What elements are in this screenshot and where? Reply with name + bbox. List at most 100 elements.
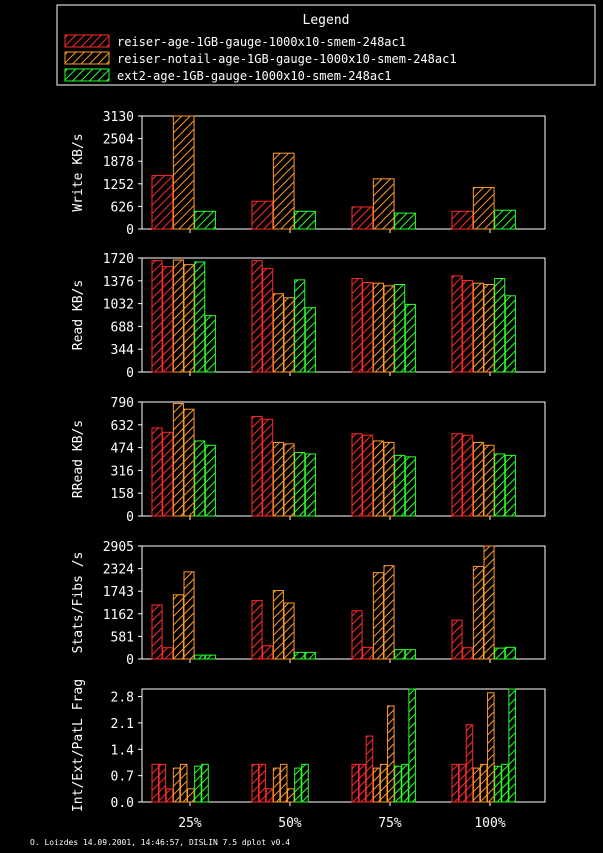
y-tick-label: 688	[111, 320, 134, 335]
y-tick-label: 0.0	[111, 796, 134, 811]
bar	[383, 285, 395, 373]
bar	[465, 724, 474, 803]
bar	[294, 452, 306, 517]
bar	[151, 260, 163, 373]
bar	[351, 433, 363, 517]
bar	[479, 763, 488, 803]
y-tick-label: 3130	[103, 110, 134, 125]
bar	[404, 649, 416, 660]
legend-entry-label: ext2-age-1GB-gauge-1000x10-smem-248ac1	[117, 69, 392, 83]
legend-title: Legend	[303, 13, 350, 28]
bar	[351, 610, 363, 660]
bar	[494, 278, 506, 373]
bar	[294, 767, 302, 803]
bar	[158, 763, 167, 803]
bar	[283, 602, 295, 660]
bar	[183, 571, 195, 660]
y-tick-label: 474	[111, 442, 135, 457]
bar	[151, 427, 163, 517]
y-tick-label: 2324	[103, 563, 134, 578]
bar	[251, 763, 260, 803]
bar	[351, 206, 374, 230]
y-tick-label: 1.4	[111, 743, 135, 758]
legend-swatch-red	[64, 34, 110, 48]
bar	[251, 600, 263, 660]
bar	[394, 649, 406, 660]
y-tick-label: 0.7	[111, 770, 134, 785]
bar	[383, 565, 395, 660]
bar	[265, 788, 274, 803]
legend-entry-label: reiser-notail-age-1GB-gauge-1000x10-smem…	[117, 52, 457, 66]
y-tick-label: 1032	[103, 298, 134, 313]
bar	[194, 440, 206, 517]
bar	[294, 279, 306, 373]
bar	[362, 646, 374, 660]
plot-frame	[141, 401, 546, 517]
bar	[172, 767, 181, 803]
bar	[504, 454, 516, 517]
bar	[462, 280, 474, 373]
bar	[183, 264, 195, 373]
bar	[404, 303, 416, 373]
plot-frame	[141, 115, 546, 230]
bar	[394, 454, 406, 517]
y-tick-label: 0	[126, 653, 134, 668]
x-tick-label: 50%	[278, 816, 302, 831]
bar	[279, 763, 288, 803]
bar	[372, 282, 384, 373]
bar	[472, 282, 484, 373]
bar	[283, 443, 295, 517]
y-axis-label: RRead KB/s	[71, 420, 86, 498]
bar	[251, 200, 274, 230]
plot-frame	[141, 688, 546, 803]
bar	[379, 763, 388, 803]
y-tick-label: 581	[111, 630, 134, 645]
bar	[487, 692, 495, 803]
bar	[272, 293, 284, 373]
bar	[504, 295, 516, 373]
bar	[504, 646, 516, 660]
bar	[304, 651, 316, 660]
y-tick-label: 1878	[103, 155, 134, 170]
bar	[362, 434, 374, 517]
bar	[404, 456, 416, 517]
bar	[304, 453, 316, 517]
bar	[451, 275, 463, 373]
legend-swatch-orange	[64, 51, 110, 65]
bar	[351, 763, 360, 803]
y-axis-label: Read KB/s	[71, 280, 86, 350]
bar	[251, 260, 263, 373]
y-tick-label: 2504	[103, 133, 134, 148]
chart-panel: 0.0 0.7 1.4 2.1 2.8 Int/Ext/PatL Frag 25% 50% 75…	[71, 679, 546, 831]
y-tick-label: 626	[111, 200, 134, 215]
y-tick-label: 632	[111, 419, 134, 434]
bar	[472, 186, 495, 230]
bar	[462, 647, 474, 660]
bar	[172, 594, 184, 660]
chart-panel: 0 158 316 474 632 790 RRead KB/s	[71, 396, 546, 525]
y-tick-label: 0	[126, 223, 134, 238]
x-tick-label: 100%	[474, 816, 505, 831]
bar	[151, 604, 163, 660]
y-tick-label: 0	[126, 366, 134, 381]
bar	[351, 278, 363, 373]
bar	[162, 431, 174, 517]
bar	[172, 115, 195, 230]
bar	[301, 763, 309, 803]
chart-panel: 0 344 688 1032 1376 1720 Read KB/s	[71, 252, 546, 381]
y-tick-label: 790	[111, 396, 134, 411]
bar	[494, 209, 516, 230]
bar	[194, 765, 202, 803]
bar	[494, 647, 506, 660]
bar	[372, 572, 384, 660]
bar	[287, 788, 295, 803]
bar	[194, 210, 216, 230]
bar	[262, 268, 274, 373]
bar	[372, 767, 381, 803]
y-axis-label: Int/Ext/PatL Frag	[71, 679, 86, 812]
bar	[383, 441, 395, 517]
bar	[294, 210, 316, 230]
bar	[472, 767, 481, 803]
y-tick-label: 2905	[103, 540, 134, 555]
bar	[251, 415, 263, 517]
